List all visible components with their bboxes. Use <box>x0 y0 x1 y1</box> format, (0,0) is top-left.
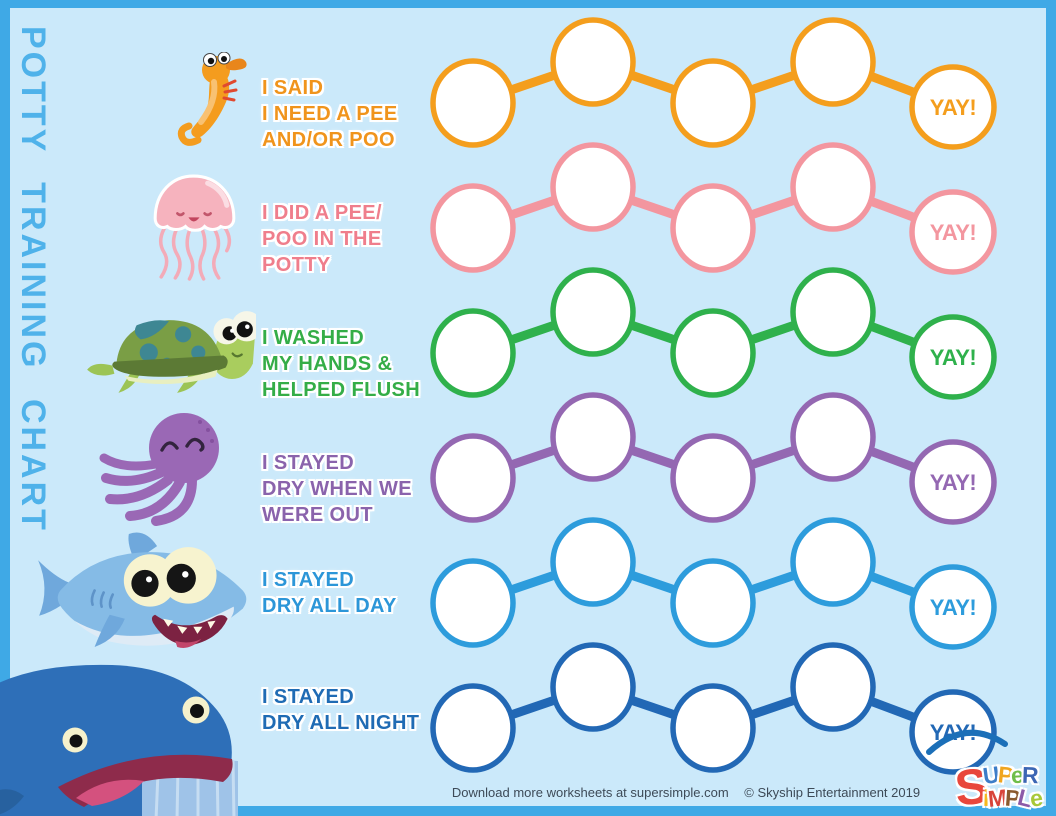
progress-circle <box>550 642 636 732</box>
footer-download-text: Download more worksheets at supersimple.… <box>451 785 729 800</box>
yay-label: YAY! <box>930 595 977 620</box>
logo-letter: e <box>1028 784 1045 812</box>
whale-icon <box>0 655 242 816</box>
progress-chain: YAY! <box>430 142 997 275</box>
progress-chain: YAY! <box>430 642 997 775</box>
yay-label: YAY! <box>930 470 977 495</box>
page-title: POTTY TRAINING CHART <box>14 26 52 533</box>
yay-label: YAY! <box>930 220 977 245</box>
task-label: I STAYED DRY WHEN WE WERE OUT <box>262 452 412 526</box>
progress-circle <box>550 142 636 232</box>
octopus-icon <box>96 410 238 526</box>
progress-circle <box>430 683 516 773</box>
progress-circle <box>670 183 756 273</box>
progress-circle <box>550 517 636 607</box>
progress-chain: YAY! <box>430 517 997 650</box>
jellyfish-icon <box>146 168 242 284</box>
task-label: I DID A PEE/ POO IN THE POTTY <box>262 202 383 276</box>
progress-circle <box>670 58 756 148</box>
progress-circle <box>430 558 516 648</box>
task-row: I STAYED DRY ALL NIGHT YAY! <box>0 640 1056 775</box>
progress-circle <box>430 58 516 148</box>
progress-circle <box>790 392 876 482</box>
task-label: I STAYED DRY ALL DAY <box>262 569 397 617</box>
task-row: I STAYED DRY WHEN WE WERE OUT YAY! <box>0 390 1056 526</box>
task-label: I SAID I NEED A PEE AND/OR POO <box>262 77 398 151</box>
progress-circle <box>550 267 636 357</box>
progress-circle <box>430 308 516 398</box>
yay-circle <box>909 439 997 525</box>
progress-circle <box>670 433 756 523</box>
progress-circle <box>790 517 876 607</box>
yay-label: YAY! <box>930 345 977 370</box>
progress-circle <box>790 267 876 357</box>
task-label: I STAYED DRY ALL NIGHT <box>262 686 420 734</box>
task-row: I DID A PEE/ POO IN THE POTTY YAY! <box>0 140 1056 281</box>
footer-copyright-text: © Skyship Entertainment 2019 <box>744 785 921 800</box>
progress-circle <box>670 683 756 773</box>
footer: Download more worksheets at supersimple.… <box>426 785 946 800</box>
yay-label: YAY! <box>930 95 977 120</box>
progress-circle <box>670 558 756 648</box>
task-row: I SAID I NEED A PEE AND/OR POO YAY! <box>0 15 1056 152</box>
progress-circle <box>790 17 876 107</box>
progress-circle <box>550 17 636 107</box>
progress-circle <box>670 308 756 398</box>
task-row: I STAYED DRY ALL DAY YAY! <box>0 515 1056 650</box>
task-row: I WASHED MY HANDS & HELPED FLUSH YAY! <box>0 265 1056 401</box>
progress-chain: YAY! <box>430 267 997 400</box>
progress-circle <box>790 142 876 232</box>
seahorse-icon <box>168 52 248 152</box>
yay-circle <box>909 64 997 150</box>
yay-circle <box>909 314 997 400</box>
progress-circle <box>550 392 636 482</box>
progress-chain: YAY! <box>430 17 997 150</box>
swoosh-arc <box>926 729 1008 755</box>
shark-icon <box>36 528 258 654</box>
yay-circle <box>909 564 997 650</box>
turtle-icon <box>84 303 256 399</box>
task-label: I WASHED MY HANDS & HELPED FLUSH <box>262 327 421 401</box>
yay-circle <box>909 189 997 275</box>
progress-circle <box>430 433 516 523</box>
progress-circle <box>790 642 876 732</box>
progress-chain: YAY! <box>430 392 997 525</box>
progress-circle <box>430 183 516 273</box>
